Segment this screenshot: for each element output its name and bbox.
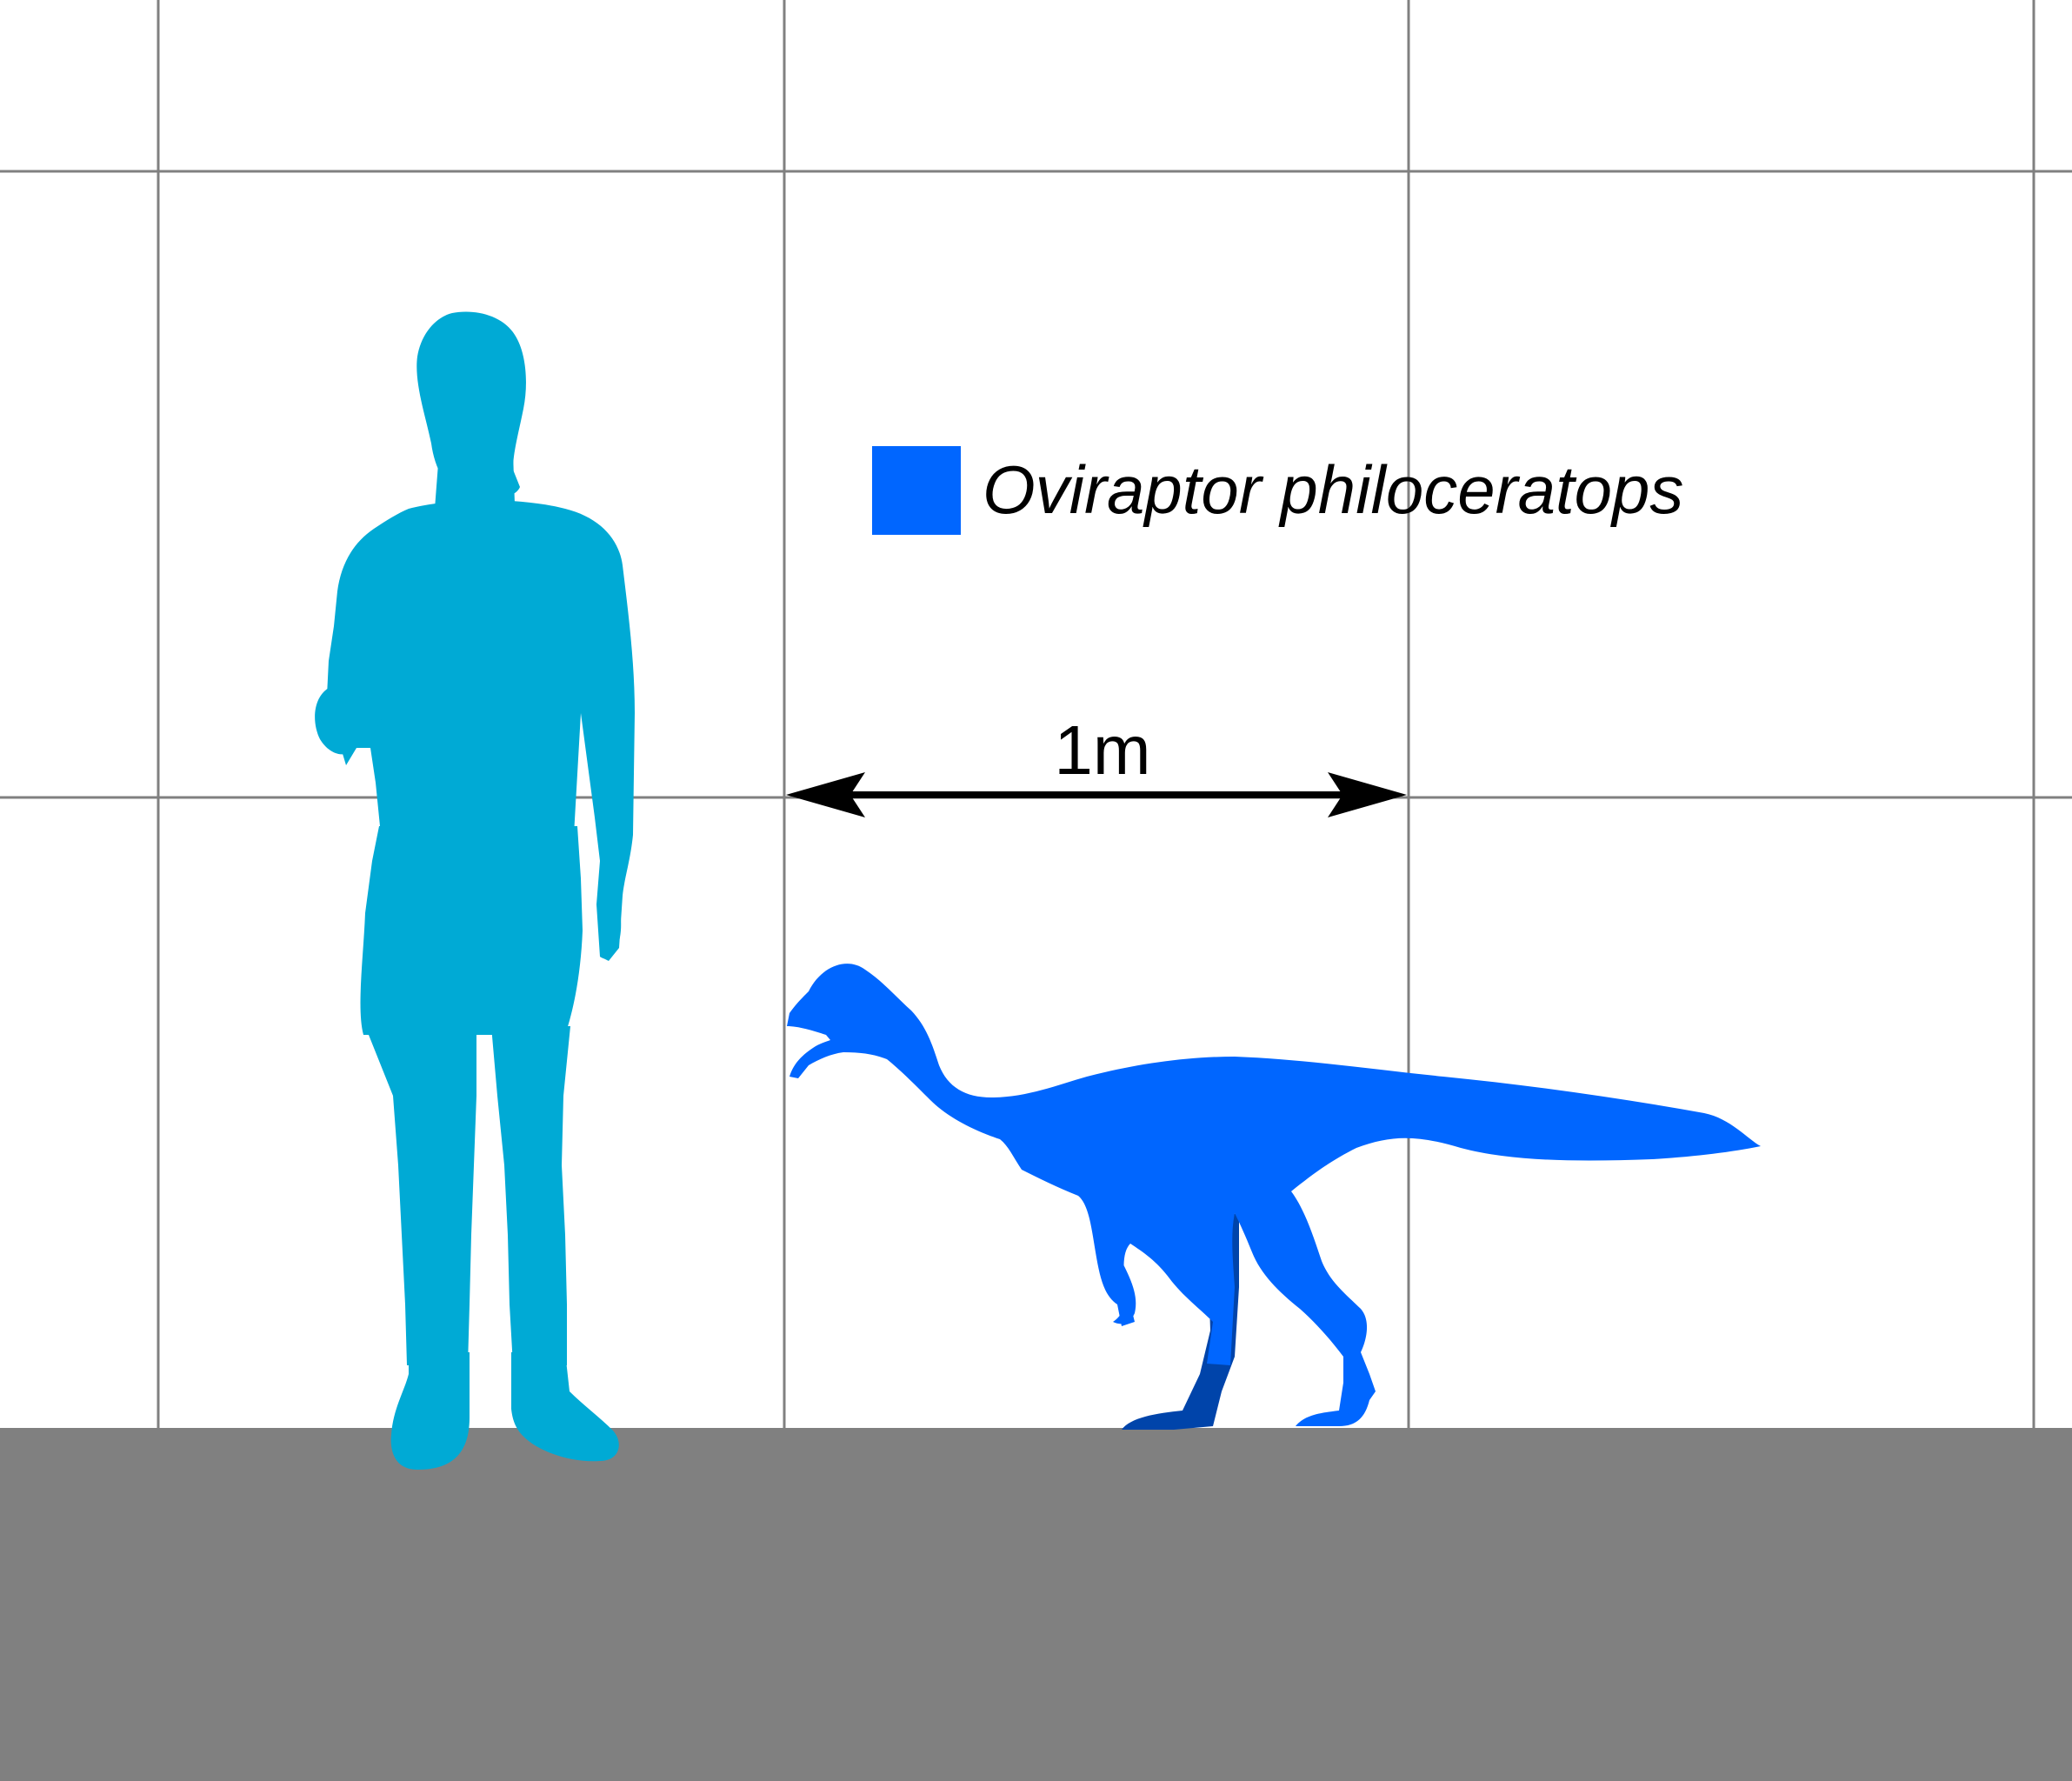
legend-swatch — [872, 446, 961, 535]
scale-bar-arrow-left-icon — [786, 772, 865, 817]
oviraptor-body — [787, 964, 1761, 1426]
oviraptor-silhouette-icon — [787, 964, 1761, 1430]
scale-bar-label: 1m — [1054, 711, 1150, 789]
grid — [0, 0, 2072, 1428]
oviraptor-hand — [1113, 1261, 1136, 1324]
scale-bar-arrow-right-icon — [1328, 772, 1407, 817]
scale-bar: 1m — [786, 711, 1407, 817]
human-silhouette-icon — [315, 311, 635, 1470]
legend-species-name: Oviraptor philoceratops — [983, 451, 1683, 528]
ground — [0, 1428, 2072, 1781]
legend: Oviraptor philoceratops — [872, 446, 1683, 535]
